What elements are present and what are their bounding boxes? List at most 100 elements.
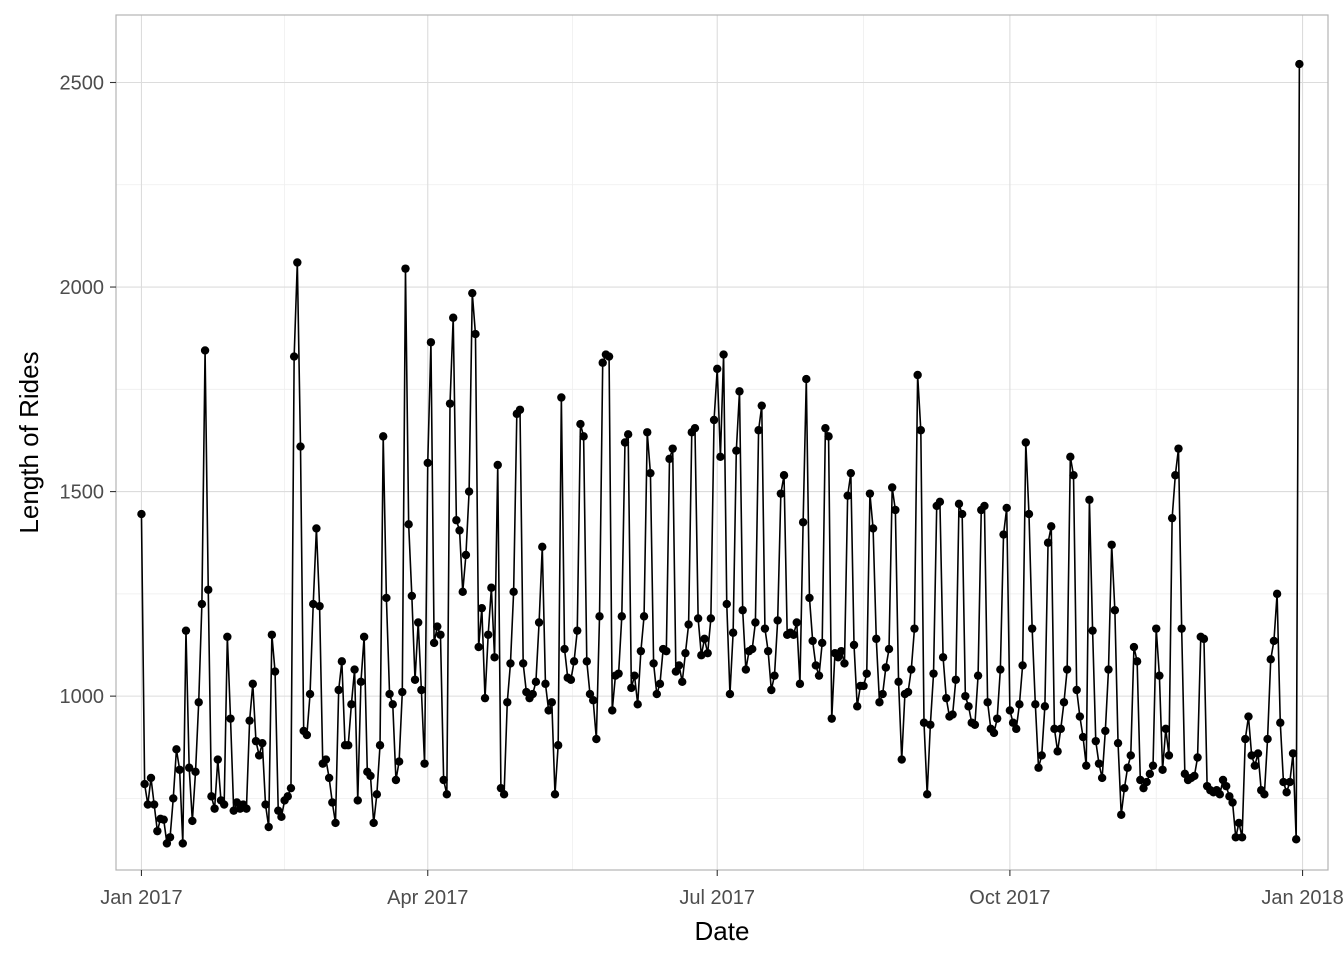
data-point (837, 646, 846, 656)
data-point (684, 620, 693, 629)
data-point (1282, 788, 1291, 797)
data-point (1075, 712, 1085, 721)
y-tick-label: 2500 (60, 73, 105, 95)
data-point (763, 646, 773, 656)
data-point (646, 468, 655, 478)
data-point (1237, 833, 1247, 842)
data-point (229, 806, 238, 815)
data-point (719, 350, 728, 359)
data-point (814, 671, 824, 680)
data-point (503, 698, 512, 707)
data-point (1148, 761, 1158, 770)
data-point (894, 677, 903, 687)
data-point (751, 618, 760, 627)
data-point (372, 790, 382, 799)
y-axis: 1000 1500 2000 2500 (60, 73, 116, 708)
data-point (1161, 724, 1170, 734)
data-point (805, 593, 814, 603)
data-point (1126, 751, 1135, 760)
data-point (178, 839, 187, 848)
data-point (550, 790, 560, 799)
data-point (569, 657, 579, 666)
data-point (324, 773, 334, 783)
data-point (1082, 761, 1091, 770)
data-point (379, 432, 388, 441)
series-group (137, 59, 1304, 848)
data-point (1024, 509, 1034, 519)
data-point (681, 648, 690, 658)
data-point (283, 792, 292, 801)
data-point (1215, 790, 1225, 799)
data-point (716, 452, 725, 462)
data-point (579, 432, 588, 441)
data-point (557, 393, 566, 402)
data-point (1136, 775, 1145, 785)
data-point (620, 438, 630, 447)
data-point (948, 710, 957, 719)
data-point (1043, 538, 1053, 547)
data-point (770, 671, 779, 680)
data-point (439, 775, 448, 785)
data-point (337, 657, 347, 666)
data-point (1171, 471, 1180, 480)
data-point (1027, 624, 1037, 633)
data-point (980, 501, 989, 511)
data-point (1152, 624, 1161, 633)
data-point (140, 779, 149, 789)
data-point (398, 687, 407, 697)
data-point (200, 346, 210, 355)
x-tick-label: Jan 2018 (1261, 887, 1343, 909)
data-point (795, 679, 805, 689)
data-point (668, 444, 677, 453)
data-point (429, 638, 439, 648)
data-point (1120, 783, 1129, 793)
data-point (827, 714, 836, 723)
data-point (410, 675, 420, 684)
data-point (652, 689, 661, 699)
data-point (996, 665, 1005, 674)
plot-panel-border (115, 14, 1329, 871)
data-point (964, 702, 973, 711)
data-point (286, 783, 296, 793)
data-point (697, 651, 706, 660)
data-point (251, 736, 261, 746)
data-point (773, 616, 782, 625)
data-point (277, 812, 286, 822)
data-point (483, 630, 493, 639)
data-point (1295, 59, 1304, 69)
data-point (1072, 685, 1081, 695)
data-point (219, 800, 229, 809)
data-point (690, 423, 700, 433)
minor-gridlines (116, 15, 1328, 870)
data-point (461, 550, 471, 560)
data-point (840, 659, 849, 668)
data-point (321, 755, 331, 764)
data-point (595, 612, 604, 621)
data-point (315, 601, 324, 611)
data-point (538, 542, 547, 552)
y-tick-label: 1500 (60, 482, 105, 504)
data-point (1177, 624, 1186, 633)
data-point (1250, 761, 1260, 770)
data-point (929, 669, 938, 678)
data-point (169, 794, 178, 803)
data-point (289, 352, 299, 361)
data-point (1015, 700, 1024, 709)
data-point (732, 446, 741, 455)
data-point (1199, 634, 1209, 644)
data-point (738, 606, 747, 615)
data-point (674, 661, 684, 670)
x-tick-label: Apr 2017 (387, 887, 468, 909)
data-point (544, 706, 553, 715)
data-point (1021, 438, 1030, 447)
data-point (757, 401, 766, 410)
data-point (843, 491, 852, 500)
data-point (455, 526, 464, 535)
data-point (627, 683, 636, 693)
data-point (515, 405, 525, 414)
data-point (881, 663, 891, 672)
data-point (267, 630, 277, 639)
data-point (347, 700, 356, 709)
